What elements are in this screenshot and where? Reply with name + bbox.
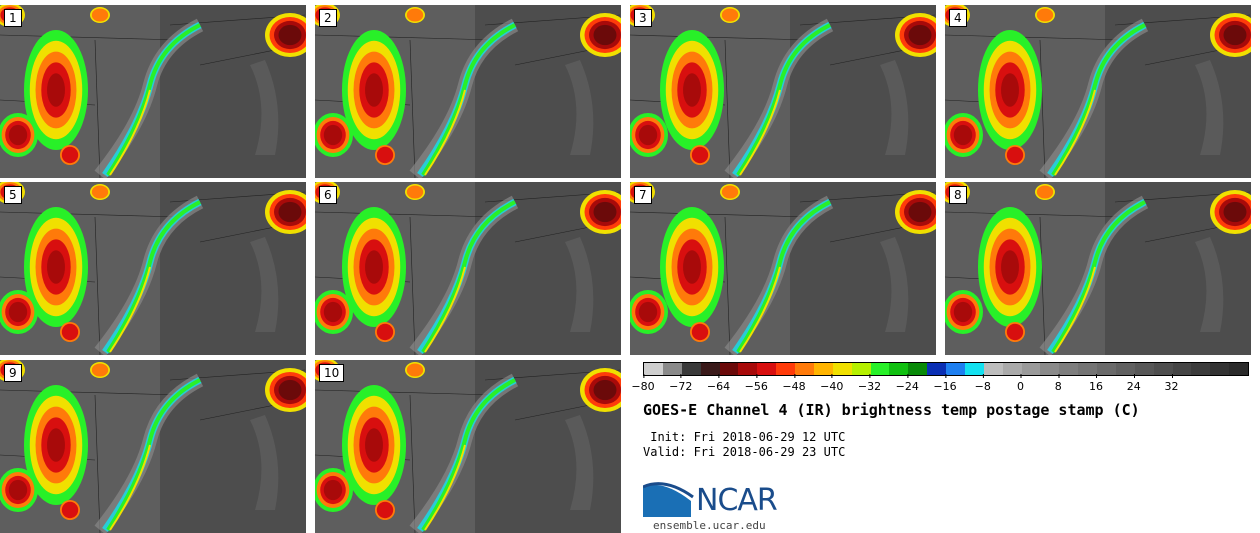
forecast-panel: 9 [0, 360, 306, 533]
colorbar-tick-label: 8 [1054, 374, 1062, 393]
colorbar-swatch [738, 363, 758, 375]
colorbar-swatch [776, 363, 795, 375]
colorbar-swatch [700, 363, 720, 375]
colorbar-swatch [851, 363, 871, 375]
colorbar-tick-label: −64 [706, 374, 731, 393]
colorbar-swatch [644, 363, 663, 375]
panel-number: 4 [949, 9, 967, 27]
colorbar-tick-label: −56 [744, 374, 768, 393]
panel-number: 7 [634, 186, 652, 204]
colorbar-swatch [983, 363, 1003, 375]
colorbar-tick-label: 24 [1126, 374, 1141, 393]
colorbar-tick-label: −24 [895, 374, 919, 393]
panel-number: 6 [319, 186, 337, 204]
ncar-logo-text: NCAR [696, 483, 778, 518]
colorbar-swatch [1229, 363, 1248, 375]
panel-number: 10 [319, 364, 345, 382]
colorbar-swatch [813, 363, 833, 375]
colorbar-swatch [1210, 363, 1230, 375]
colorbar-ticks: −80 −72 −64 −56 −48 −40 −32 −24 −16 −8 0 8 16 24 32 [631, 374, 1247, 396]
colorbar-swatch [1059, 363, 1079, 375]
forecast-panel: 7 [630, 182, 936, 355]
colorbar-tick-label: −72 [669, 374, 693, 393]
colorbar-swatch [1153, 363, 1173, 375]
panel-number: 2 [319, 9, 337, 27]
colorbar-swatch [1134, 363, 1154, 375]
forecast-panel: 6 [315, 182, 621, 355]
site-url[interactable]: ensemble.ucar.edu [653, 519, 766, 532]
colorbar-swatch [964, 363, 984, 375]
panel-number: 3 [634, 9, 652, 27]
colorbar-tick-label: 32 [1164, 374, 1179, 393]
colorbar-swatch [1040, 363, 1060, 375]
forecast-panel: 8 [945, 182, 1251, 355]
colorbar-swatch [662, 363, 682, 375]
colorbar-swatch [927, 363, 946, 375]
panel-number: 5 [4, 186, 22, 204]
colorbar-tick-label: −80 [631, 374, 655, 393]
forecast-panel: 10 [315, 360, 621, 533]
colorbar-swatch [795, 363, 814, 375]
panel-number: 9 [4, 364, 22, 382]
forecast-panel: 1 [0, 5, 306, 178]
panel-number: 8 [949, 186, 967, 204]
colorbar-tick-label: 0 [1017, 374, 1024, 393]
valid-time: Valid: Fri 2018-06-29 23 UTC [643, 445, 846, 459]
colorbar-swatch [719, 363, 739, 375]
colorbar-tick-label: 16 [1089, 374, 1103, 393]
colorbar-swatch [870, 363, 890, 375]
colorbar-swatch [681, 363, 701, 375]
forecast-panel: 5 [0, 182, 306, 355]
colorbar-tick-label: −16 [933, 374, 957, 393]
colorbar-swatch [908, 363, 928, 375]
colorbar-swatch [1191, 363, 1211, 375]
forecast-panel: 3 [630, 5, 936, 178]
colorbar-swatch [1002, 363, 1022, 375]
colorbar-swatch [757, 363, 777, 375]
colorbar-tick-label: −48 [782, 374, 806, 393]
figure-title: GOES-E Channel 4 (IR) brightness temp po… [643, 401, 1140, 419]
ncar-logo-icon [643, 482, 694, 517]
forecast-panel: 2 [315, 5, 621, 178]
colorbar-swatch [1078, 363, 1097, 375]
colorbar-swatch [946, 363, 965, 375]
colorbar-swatch [1097, 363, 1116, 375]
colorbar-swatch [889, 363, 909, 375]
colorbar [643, 362, 1249, 376]
colorbar-tick-label: −32 [857, 374, 882, 393]
colorbar-swatch [1115, 363, 1135, 375]
forecast-panel: 4 [945, 5, 1251, 178]
colorbar-swatch [1021, 363, 1041, 375]
colorbar-tick-label: −8 [974, 374, 991, 393]
colorbar-swatch [1172, 363, 1192, 375]
colorbar-tick-label: −40 [820, 374, 844, 393]
panel-number: 1 [4, 9, 22, 27]
colorbar-swatch [832, 363, 852, 375]
init-time: Init: Fri 2018-06-29 12 UTC [643, 430, 846, 444]
